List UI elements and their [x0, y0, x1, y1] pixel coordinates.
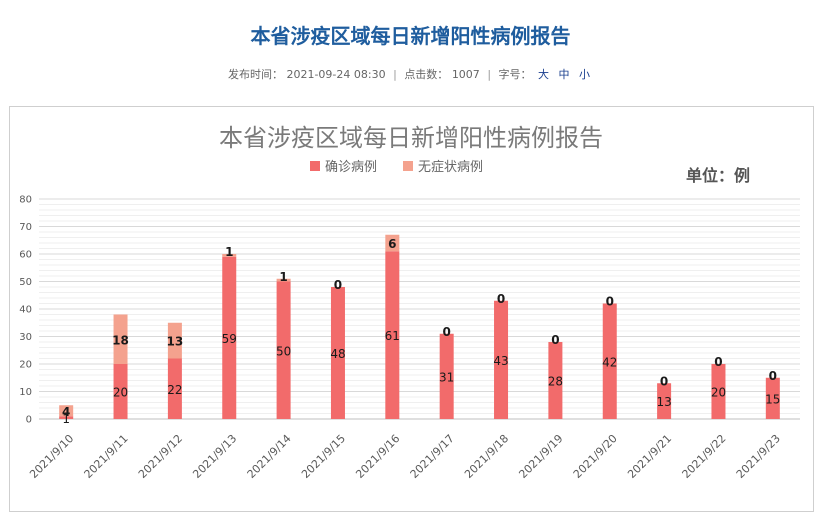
x-tick-label: 2021/9/17 [408, 432, 457, 481]
data-label-confirmed: 31 [439, 370, 454, 384]
bar-confirmed [59, 416, 74, 419]
x-tick-label: 2021/9/23 [734, 432, 783, 481]
bar-confirmed [167, 358, 182, 419]
legend-label-2: 无症状病例 [418, 160, 483, 175]
bar-confirmed [548, 342, 563, 419]
bar-confirmed [439, 333, 454, 419]
data-label-confirmed: 20 [711, 386, 726, 400]
data-label-asymptomatic: 4 [62, 405, 70, 419]
data-label-confirmed: 59 [222, 332, 237, 346]
data-label-asymptomatic: 18 [112, 333, 129, 347]
x-tick-label: 2021/9/20 [571, 432, 620, 481]
data-label-asymptomatic: 0 [442, 325, 450, 339]
y-tick-label: 60 [19, 250, 32, 261]
publish-label: 发布时间： [227, 68, 283, 81]
data-label-asymptomatic: 0 [714, 355, 722, 369]
y-tick-label: 50 [19, 277, 32, 288]
clicks-label: 点击数： [404, 68, 449, 81]
data-label-confirmed: 1 [62, 412, 70, 426]
legend-swatch-2 [403, 161, 413, 171]
click-count: 1007 [451, 68, 480, 81]
bar-asymptomatic [59, 405, 74, 417]
y-tick-label: 10 [19, 387, 32, 398]
data-label-asymptomatic: 1 [225, 245, 233, 259]
bar-confirmed [113, 364, 128, 419]
data-label-asymptomatic: 0 [334, 278, 342, 292]
y-tick-label: 40 [19, 305, 32, 316]
x-tick-label: 2021/9/10 [27, 432, 76, 481]
meta-divider: | [487, 68, 492, 81]
data-label-confirmed: 61 [385, 329, 400, 343]
unit-label: 单位：例 [686, 166, 750, 185]
bar-confirmed [330, 287, 345, 419]
y-tick-label: 0 [26, 415, 32, 426]
y-tick-label: 70 [19, 222, 32, 233]
x-tick-label: 2021/9/12 [136, 432, 185, 481]
y-tick-label: 30 [19, 332, 32, 343]
bar-confirmed [657, 383, 672, 419]
data-label-confirmed: 42 [602, 355, 617, 369]
data-label-asymptomatic: 13 [167, 335, 184, 349]
chart-title: 本省涉疫区域每日新增阳性病例报告 [219, 124, 603, 152]
bar-asymptomatic [276, 278, 291, 282]
bar-asymptomatic [113, 314, 128, 364]
meta-divider: | [393, 68, 397, 81]
publish-time: 2021-09-24 08:30 [286, 68, 386, 81]
font-size-small-link[interactable]: 小 [579, 68, 591, 81]
bar-confirmed [711, 364, 726, 419]
bar-confirmed [765, 377, 780, 419]
x-tick-label: 2021/9/16 [353, 432, 402, 481]
data-label-confirmed: 15 [765, 392, 780, 406]
data-label-asymptomatic: 1 [279, 270, 287, 284]
font-size-label: 字号： [498, 68, 532, 81]
font-size-medium-link[interactable]: 中 [558, 68, 570, 81]
bar-confirmed [385, 251, 400, 419]
data-label-confirmed: 22 [167, 383, 182, 397]
chart-container: 本省涉疫区域每日新增阳性病例报告 确诊病例 无症状病例 单位：例 0 10 20 30 40 50… [9, 106, 814, 512]
x-tick-label: 2021/9/15 [299, 432, 348, 481]
y-tick-label: 80 [19, 195, 32, 206]
x-tick-label: 2021/9/11 [82, 432, 131, 481]
bar-confirmed [222, 256, 237, 419]
data-label-asymptomatic: 0 [497, 292, 505, 306]
bar-asymptomatic [222, 254, 237, 257]
bar-asymptomatic [385, 234, 400, 252]
bar-asymptomatic [167, 322, 182, 359]
bar-confirmed [276, 281, 291, 419]
data-label-confirmed: 50 [276, 344, 291, 358]
x-tick-label: 2021/9/22 [680, 432, 729, 481]
data-label-asymptomatic: 6 [388, 237, 396, 251]
data-label-confirmed: 28 [548, 375, 563, 389]
x-tick-label: 2021/9/13 [190, 432, 239, 481]
data-label-asymptomatic: 0 [769, 369, 777, 383]
y-tick-label: 20 [19, 360, 32, 371]
article-meta: 发布时间： 2021-09-24 08:30 | 点击数： 1007 | 字号：… [0, 66, 821, 82]
x-tick-label: 2021/9/18 [462, 432, 511, 481]
x-tick-label: 2021/9/19 [516, 432, 565, 481]
data-label-confirmed: 20 [113, 386, 128, 400]
data-label-confirmed: 13 [656, 395, 671, 409]
bar-confirmed [494, 300, 509, 419]
bar-confirmed [602, 303, 617, 419]
x-tick-label: 2021/9/14 [245, 432, 294, 481]
data-label-confirmed: 48 [330, 347, 345, 361]
font-size-large-link[interactable]: 大 [538, 68, 550, 81]
data-label-confirmed: 43 [493, 354, 508, 368]
data-label-asymptomatic: 0 [551, 333, 559, 347]
page-title: 本省涉疫区域每日新增阳性病例报告 [250, 24, 571, 48]
x-tick-label: 2021/9/21 [625, 432, 674, 481]
data-label-asymptomatic: 0 [606, 295, 614, 309]
legend-label-1: 确诊病例 [325, 160, 377, 175]
data-label-asymptomatic: 0 [660, 374, 668, 388]
legend-swatch-1 [310, 161, 320, 171]
